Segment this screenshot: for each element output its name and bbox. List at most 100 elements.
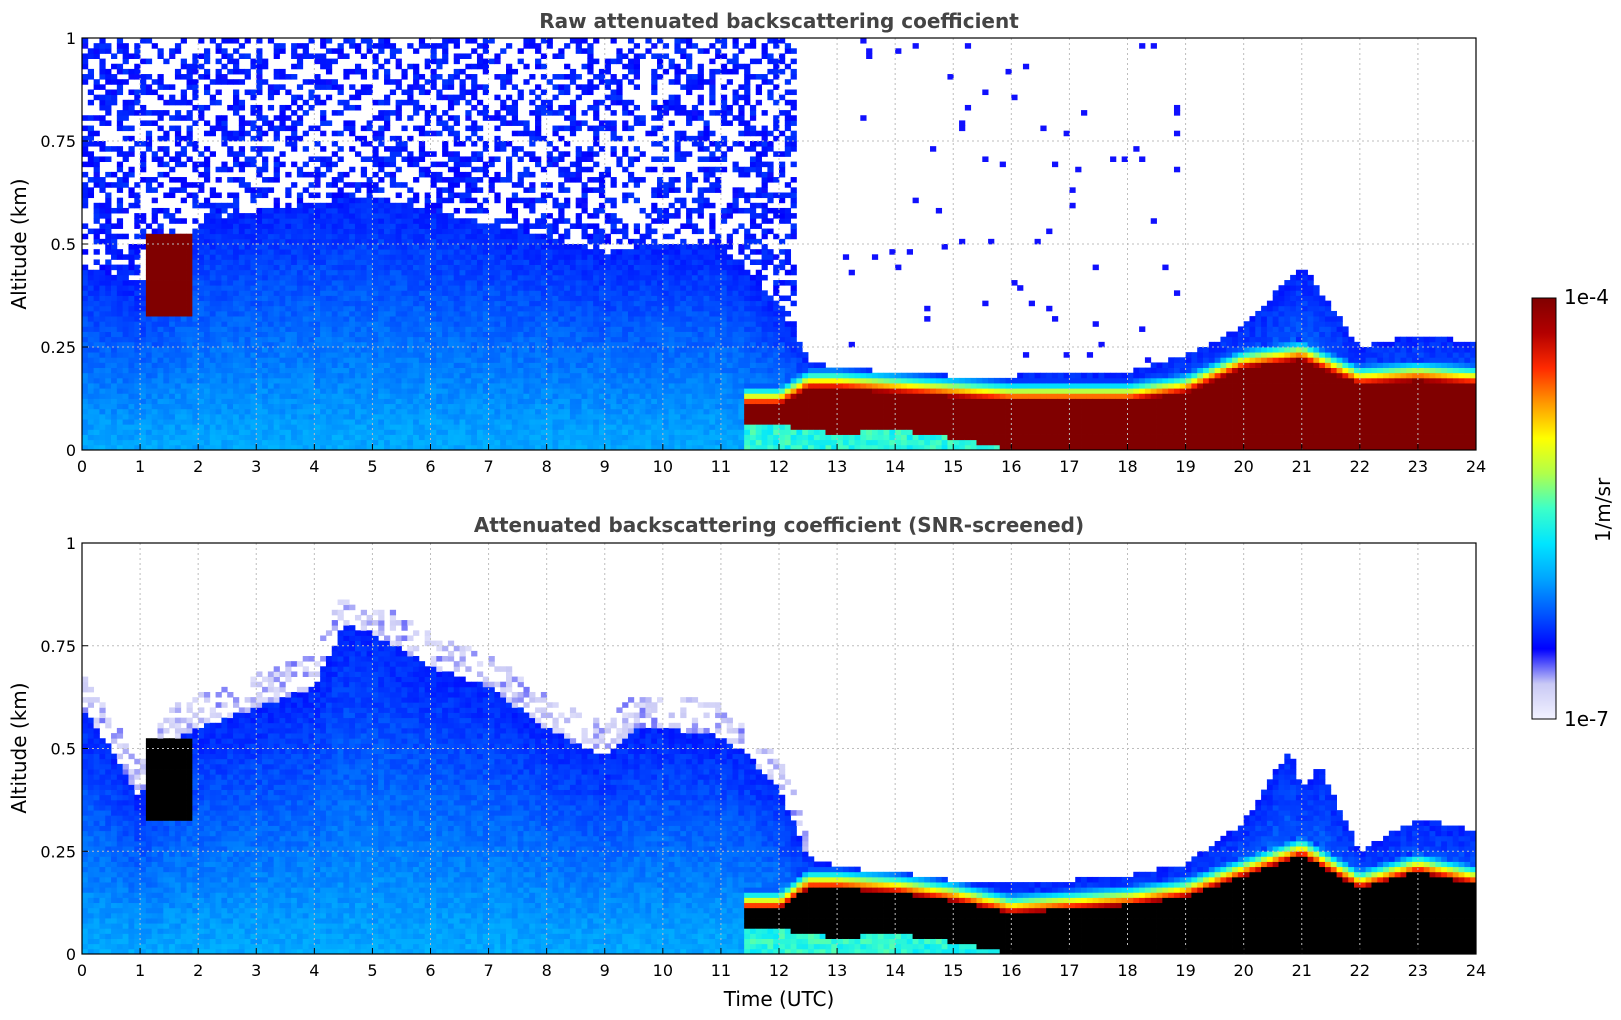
heatmap-cell	[337, 223, 344, 229]
heatmap-cell	[540, 264, 548, 271]
heatmap-cell	[476, 269, 484, 276]
heatmap-cell	[535, 125, 542, 132]
heatmap-cell	[296, 197, 304, 204]
heatmap-cell	[296, 295, 304, 302]
heatmap-cell	[389, 223, 397, 229]
heatmap-cell	[430, 58, 437, 65]
heatmap-cell	[273, 48, 280, 54]
heatmap-cell	[395, 58, 402, 65]
heatmap-cell	[523, 424, 530, 430]
heatmap-cell	[366, 321, 373, 327]
heatmap-cell	[267, 367, 275, 374]
heatmap-cell	[459, 372, 466, 379]
heatmap-cell	[99, 63, 106, 70]
heatmap-cell	[523, 341, 530, 348]
heatmap-cell	[82, 362, 89, 368]
heatmap-cell	[395, 151, 402, 157]
heatmap-cell	[99, 408, 106, 415]
heatmap-cell	[105, 238, 112, 245]
heatmap-cell	[198, 115, 205, 121]
heatmap-cell	[366, 372, 373, 379]
heatmap-cell	[325, 424, 333, 430]
heatmap-cell	[343, 218, 350, 224]
heatmap-cell	[349, 398, 356, 405]
heatmap-cell	[436, 434, 443, 441]
heatmap-cell	[256, 53, 263, 59]
heatmap-cell	[511, 213, 519, 219]
heatmap-cell	[279, 207, 286, 214]
heatmap-cell	[320, 305, 327, 312]
heatmap-cell	[494, 285, 501, 291]
heatmap-cell	[82, 341, 89, 348]
heatmap-cell	[378, 372, 385, 379]
heatmap-cell	[273, 383, 280, 389]
heatmap-cell	[482, 393, 489, 399]
heatmap-cell	[401, 202, 408, 209]
heatmap-cell	[250, 269, 257, 276]
heatmap-cell	[180, 321, 187, 327]
heatmap-cell	[221, 398, 228, 405]
heatmap-cell	[511, 290, 519, 296]
heatmap-cell	[215, 223, 222, 229]
heatmap-cell	[140, 58, 147, 65]
heatmap-cell	[488, 228, 495, 235]
heatmap-cell	[465, 383, 472, 389]
heatmap-cell	[517, 300, 524, 307]
heatmap-cell	[349, 388, 356, 394]
heatmap-cell	[273, 413, 280, 420]
heatmap-cell	[442, 110, 449, 116]
heatmap-cell	[523, 202, 530, 209]
heatmap-cell	[145, 187, 153, 193]
heatmap-cell	[540, 166, 548, 173]
heatmap-cell	[111, 146, 118, 152]
heatmap-cell	[215, 166, 222, 173]
heatmap-cell	[273, 213, 280, 219]
heatmap-cell	[169, 429, 176, 435]
heatmap-cell	[430, 171, 437, 178]
heatmap-cell	[360, 413, 368, 420]
heatmap-cell	[535, 254, 542, 260]
heatmap-cell	[116, 68, 124, 75]
heatmap-cell	[221, 53, 228, 59]
heatmap-cell	[517, 94, 524, 101]
heatmap-cell	[87, 48, 95, 54]
heatmap-cell	[244, 238, 251, 245]
heatmap-cell	[250, 305, 257, 312]
heatmap-cell	[337, 290, 344, 296]
heatmap-cell	[262, 79, 269, 85]
heatmap-cell	[424, 362, 431, 368]
heatmap-cell	[471, 357, 478, 363]
heatmap-cell	[192, 362, 199, 368]
heatmap-cell	[157, 316, 164, 322]
heatmap-cell	[238, 336, 246, 343]
heatmap-cell	[494, 393, 501, 399]
heatmap-cell	[430, 305, 437, 312]
heatmap-cell	[174, 444, 182, 451]
heatmap-cell	[157, 362, 164, 368]
heatmap-cell	[558, 166, 565, 173]
heatmap-cell	[215, 48, 222, 54]
heatmap-cell	[302, 434, 309, 441]
heatmap-cell	[296, 403, 304, 410]
heatmap-cell	[395, 347, 402, 353]
heatmap-cell	[343, 259, 350, 265]
heatmap-cell	[250, 377, 257, 384]
heatmap-cell	[105, 393, 112, 399]
heatmap-cell	[552, 285, 559, 291]
heatmap-cell	[163, 238, 170, 245]
heatmap-cell	[151, 238, 158, 245]
heatmap-cell	[87, 429, 95, 435]
heatmap-cell	[337, 341, 344, 348]
heatmap-cell	[157, 269, 164, 276]
heatmap-cell	[140, 84, 147, 90]
heatmap-cell	[244, 249, 251, 255]
heatmap-cell	[372, 182, 379, 188]
heatmap-cell	[488, 310, 495, 317]
heatmap-cell	[331, 223, 338, 229]
heatmap-cell	[459, 68, 466, 75]
heatmap-cell	[244, 244, 251, 250]
heatmap-cell	[87, 295, 95, 302]
heatmap-cell	[105, 285, 112, 291]
heatmap-cell	[494, 146, 501, 152]
heatmap-cell	[87, 393, 95, 399]
